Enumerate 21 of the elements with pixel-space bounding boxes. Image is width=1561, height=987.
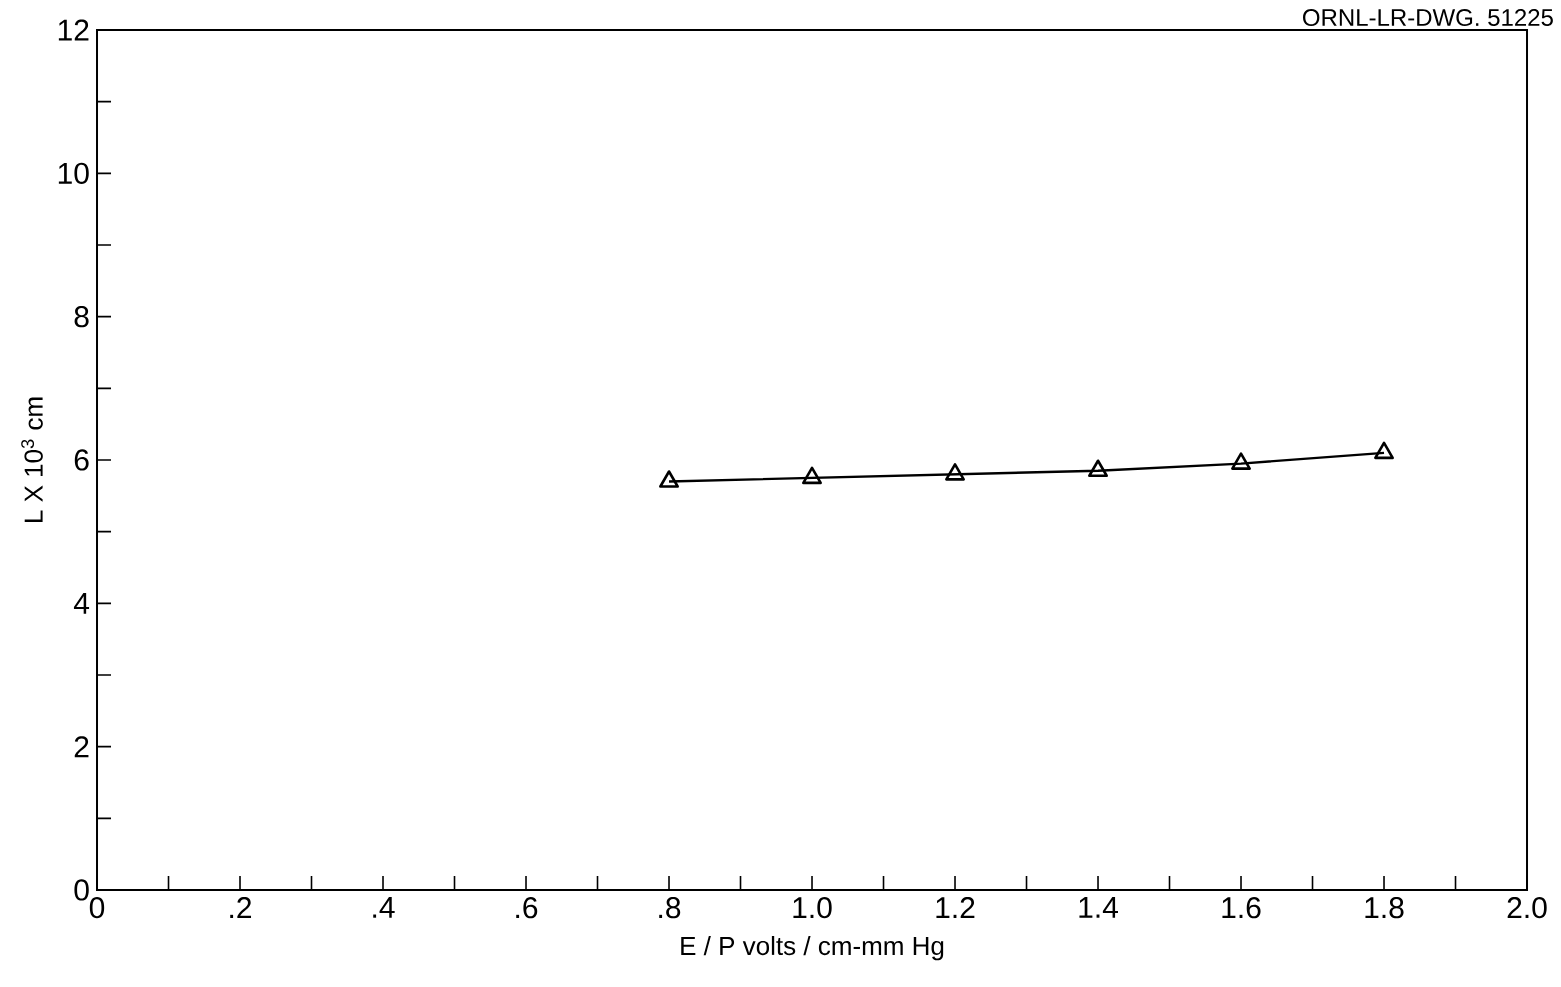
- x-tick-label: 1.8: [1365, 897, 1404, 919]
- x-tick-label: .8: [659, 897, 681, 919]
- x-tick-label: 1.2: [936, 897, 975, 919]
- x-tick-label: .2: [230, 897, 252, 919]
- y-tick-label: 2: [74, 736, 89, 758]
- x-tick-label: 1.4: [1079, 897, 1118, 918]
- text: ORNL-LR-DWG. 51225: [1303, 9, 1553, 27]
- x-axis-title: E / P volts / cm-mm Hg: [681, 936, 944, 961]
- y-tick-label: 12: [58, 19, 89, 41]
- x-tick-label: 1.6: [1222, 897, 1261, 919]
- y-tick-label: 8: [74, 306, 89, 328]
- y-tick-label: 10: [58, 162, 89, 184]
- x-tick-label: 2.0: [1507, 897, 1547, 919]
- x-tick-label: .4: [373, 897, 395, 918]
- y-tick-label: 4: [73, 593, 90, 614]
- y-axis-title: L X 10$^{3}$ cm: [21, 397, 43, 522]
- x-tick-label: 1.0: [793, 897, 832, 919]
- x-tick-label: .6: [516, 897, 538, 919]
- y-tick-label: 0: [74, 879, 89, 901]
- y-tick-label: 6: [74, 449, 89, 471]
- x-tick-label: 0: [89, 897, 105, 919]
